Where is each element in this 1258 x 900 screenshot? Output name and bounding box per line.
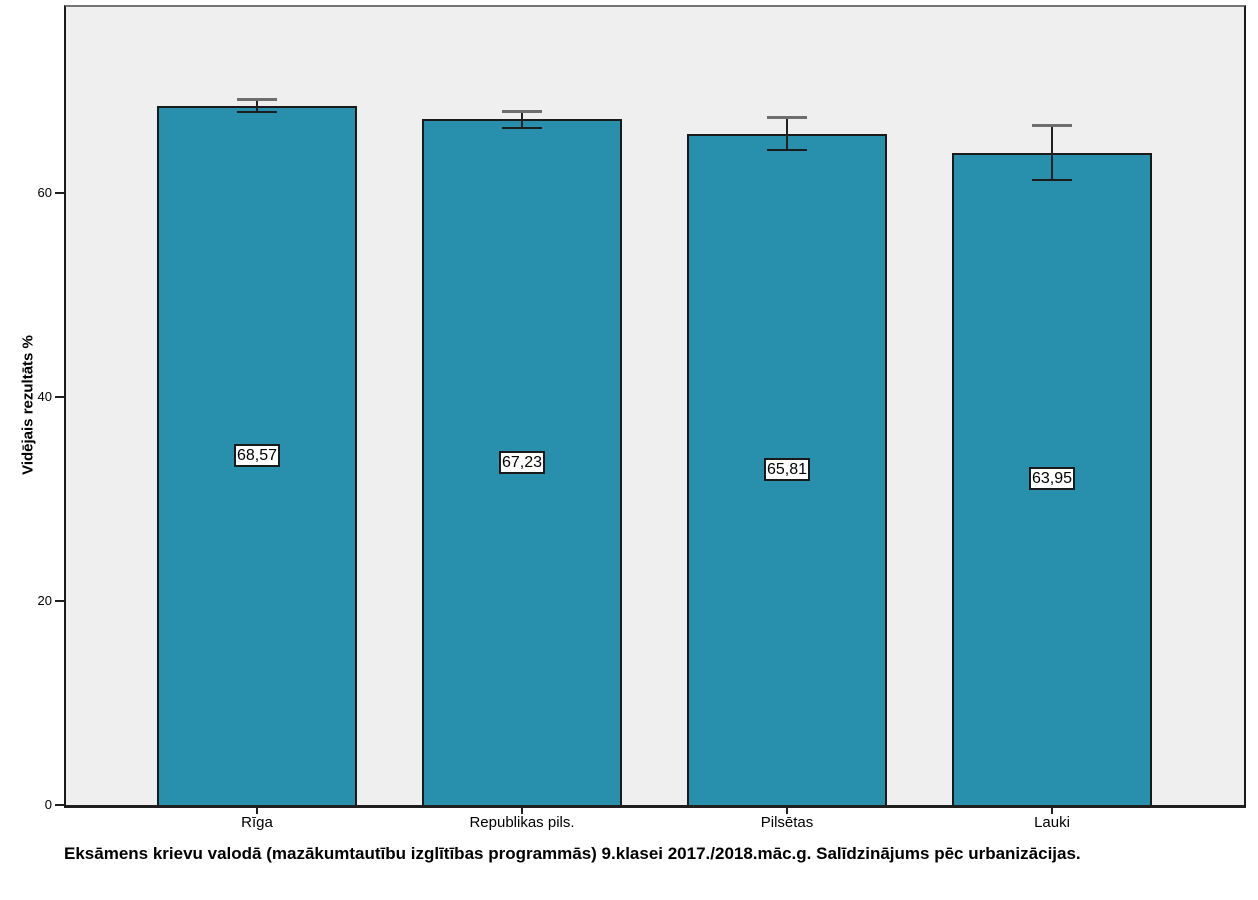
error-bar-line — [256, 98, 258, 113]
error-bar-cap-bottom — [1032, 179, 1072, 182]
x-axis-tick — [1051, 808, 1053, 814]
bar — [422, 119, 622, 805]
error-bar-cap-top — [237, 97, 277, 101]
y-axis-tick — [55, 192, 64, 194]
error-bar-cap-bottom — [237, 111, 277, 114]
y-axis-title: Vidējais rezultāts % — [19, 335, 37, 475]
error-bar-cap-top — [502, 109, 542, 113]
y-tick-label: 20 — [37, 593, 52, 608]
error-bar-line — [521, 110, 523, 128]
bar-value-label: 63,95 — [1029, 467, 1075, 491]
y-tick-label: 60 — [37, 185, 52, 200]
x-category-label: Rīga — [241, 814, 273, 831]
error-bar-cap-top — [1032, 124, 1072, 128]
error-bar-cap-top — [767, 116, 807, 120]
y-axis-tick — [55, 804, 64, 806]
bar-value-label: 65,81 — [764, 457, 810, 481]
error-bar-line — [786, 117, 788, 151]
x-category-label: Lauki — [1034, 814, 1070, 831]
y-tick-label: 0 — [44, 797, 52, 812]
y-tick-label: 40 — [37, 389, 52, 404]
x-axis-tick — [256, 808, 258, 814]
chart-title: Eksāmens krievu valodā (mazākumtautību i… — [64, 844, 1081, 863]
x-axis-tick — [786, 808, 788, 814]
error-bar-cap-bottom — [767, 149, 807, 152]
bar-value-label: 67,23 — [499, 450, 545, 474]
x-category-label: Republikas pils. — [469, 814, 575, 831]
error-bar-cap-bottom — [502, 126, 542, 129]
bar-value-label: 68,57 — [234, 443, 280, 467]
y-axis-tick — [55, 600, 64, 602]
y-axis-tick — [55, 396, 64, 398]
x-axis-tick — [521, 808, 523, 814]
error-bar-line — [1051, 125, 1053, 181]
x-category-label: Pilsētas — [760, 814, 814, 831]
